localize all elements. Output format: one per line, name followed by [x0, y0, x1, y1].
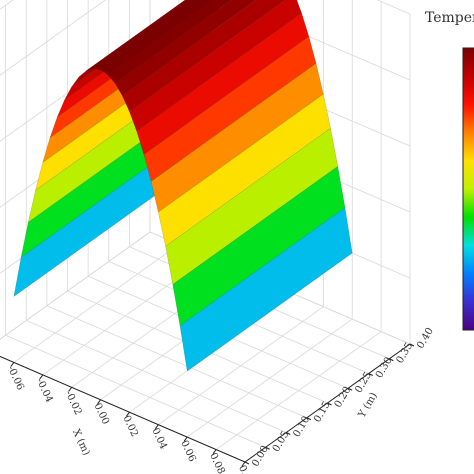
x-tick-label: 0.02 — [120, 414, 139, 439]
surface-strip — [85, 0, 190, 72]
grid-line — [46, 305, 308, 419]
y-tick — [265, 446, 270, 450]
y-tick-label: 0.30 — [374, 355, 395, 380]
surface-strip — [107, 0, 232, 84]
x-tick — [183, 436, 188, 442]
x-tick-label: 0.10 — [236, 464, 255, 474]
x-tick — [126, 411, 130, 417]
x-tick-label: 0.06 — [178, 439, 197, 464]
grid-line — [0, 356, 246, 463]
y-tick-label: 0.40 — [415, 326, 436, 351]
y-tick — [389, 358, 394, 362]
x-tick — [39, 374, 44, 380]
y-tick — [368, 373, 373, 376]
colorbar — [462, 47, 474, 331]
x-tick — [68, 387, 73, 392]
y-tick-label: 0.00 — [250, 444, 271, 469]
surface-strip — [114, 0, 257, 96]
x-tick-label: -0.06 — [5, 364, 26, 392]
y-tick-label: 0.15 — [312, 400, 333, 425]
surface-strip — [92, 0, 199, 70]
x-tick-label: 0.04 — [149, 426, 168, 451]
x-tick-label: 0.08 — [207, 451, 226, 474]
surface-strip — [121, 0, 286, 112]
grid-line — [26, 320, 287, 433]
y-axis-label: Y (m) — [356, 391, 380, 421]
y-tick-label: 0.35 — [395, 341, 416, 366]
x-tick-label: 0.00 — [92, 401, 111, 426]
surface-strip — [179, 207, 353, 372]
x-tick — [212, 449, 217, 454]
axis-line — [0, 355, 246, 463]
grid-line — [0, 0, 14, 10]
x-tick — [97, 399, 101, 405]
x-tick — [241, 461, 246, 467]
grid-line — [5, 334, 266, 448]
y-tick — [244, 461, 250, 465]
x-axis-label: X (m) — [70, 428, 92, 458]
y-tick — [409, 343, 415, 347]
x-tick-label: -0.02 — [63, 389, 84, 417]
y-tick-label: 0.10 — [291, 414, 312, 439]
y-tick-label: 0.05 — [271, 429, 292, 454]
x-tick — [154, 424, 159, 429]
x-tick — [10, 362, 15, 367]
y-tick — [286, 432, 291, 435]
y-tick-label: 0.20 — [333, 385, 354, 410]
y-tick — [347, 387, 353, 391]
colorbar-title: Temperature — [425, 10, 474, 26]
y-tick — [327, 402, 332, 406]
surface-strip — [100, 0, 213, 76]
y-tick — [306, 417, 312, 421]
x-tick-label: -0.04 — [34, 377, 55, 405]
